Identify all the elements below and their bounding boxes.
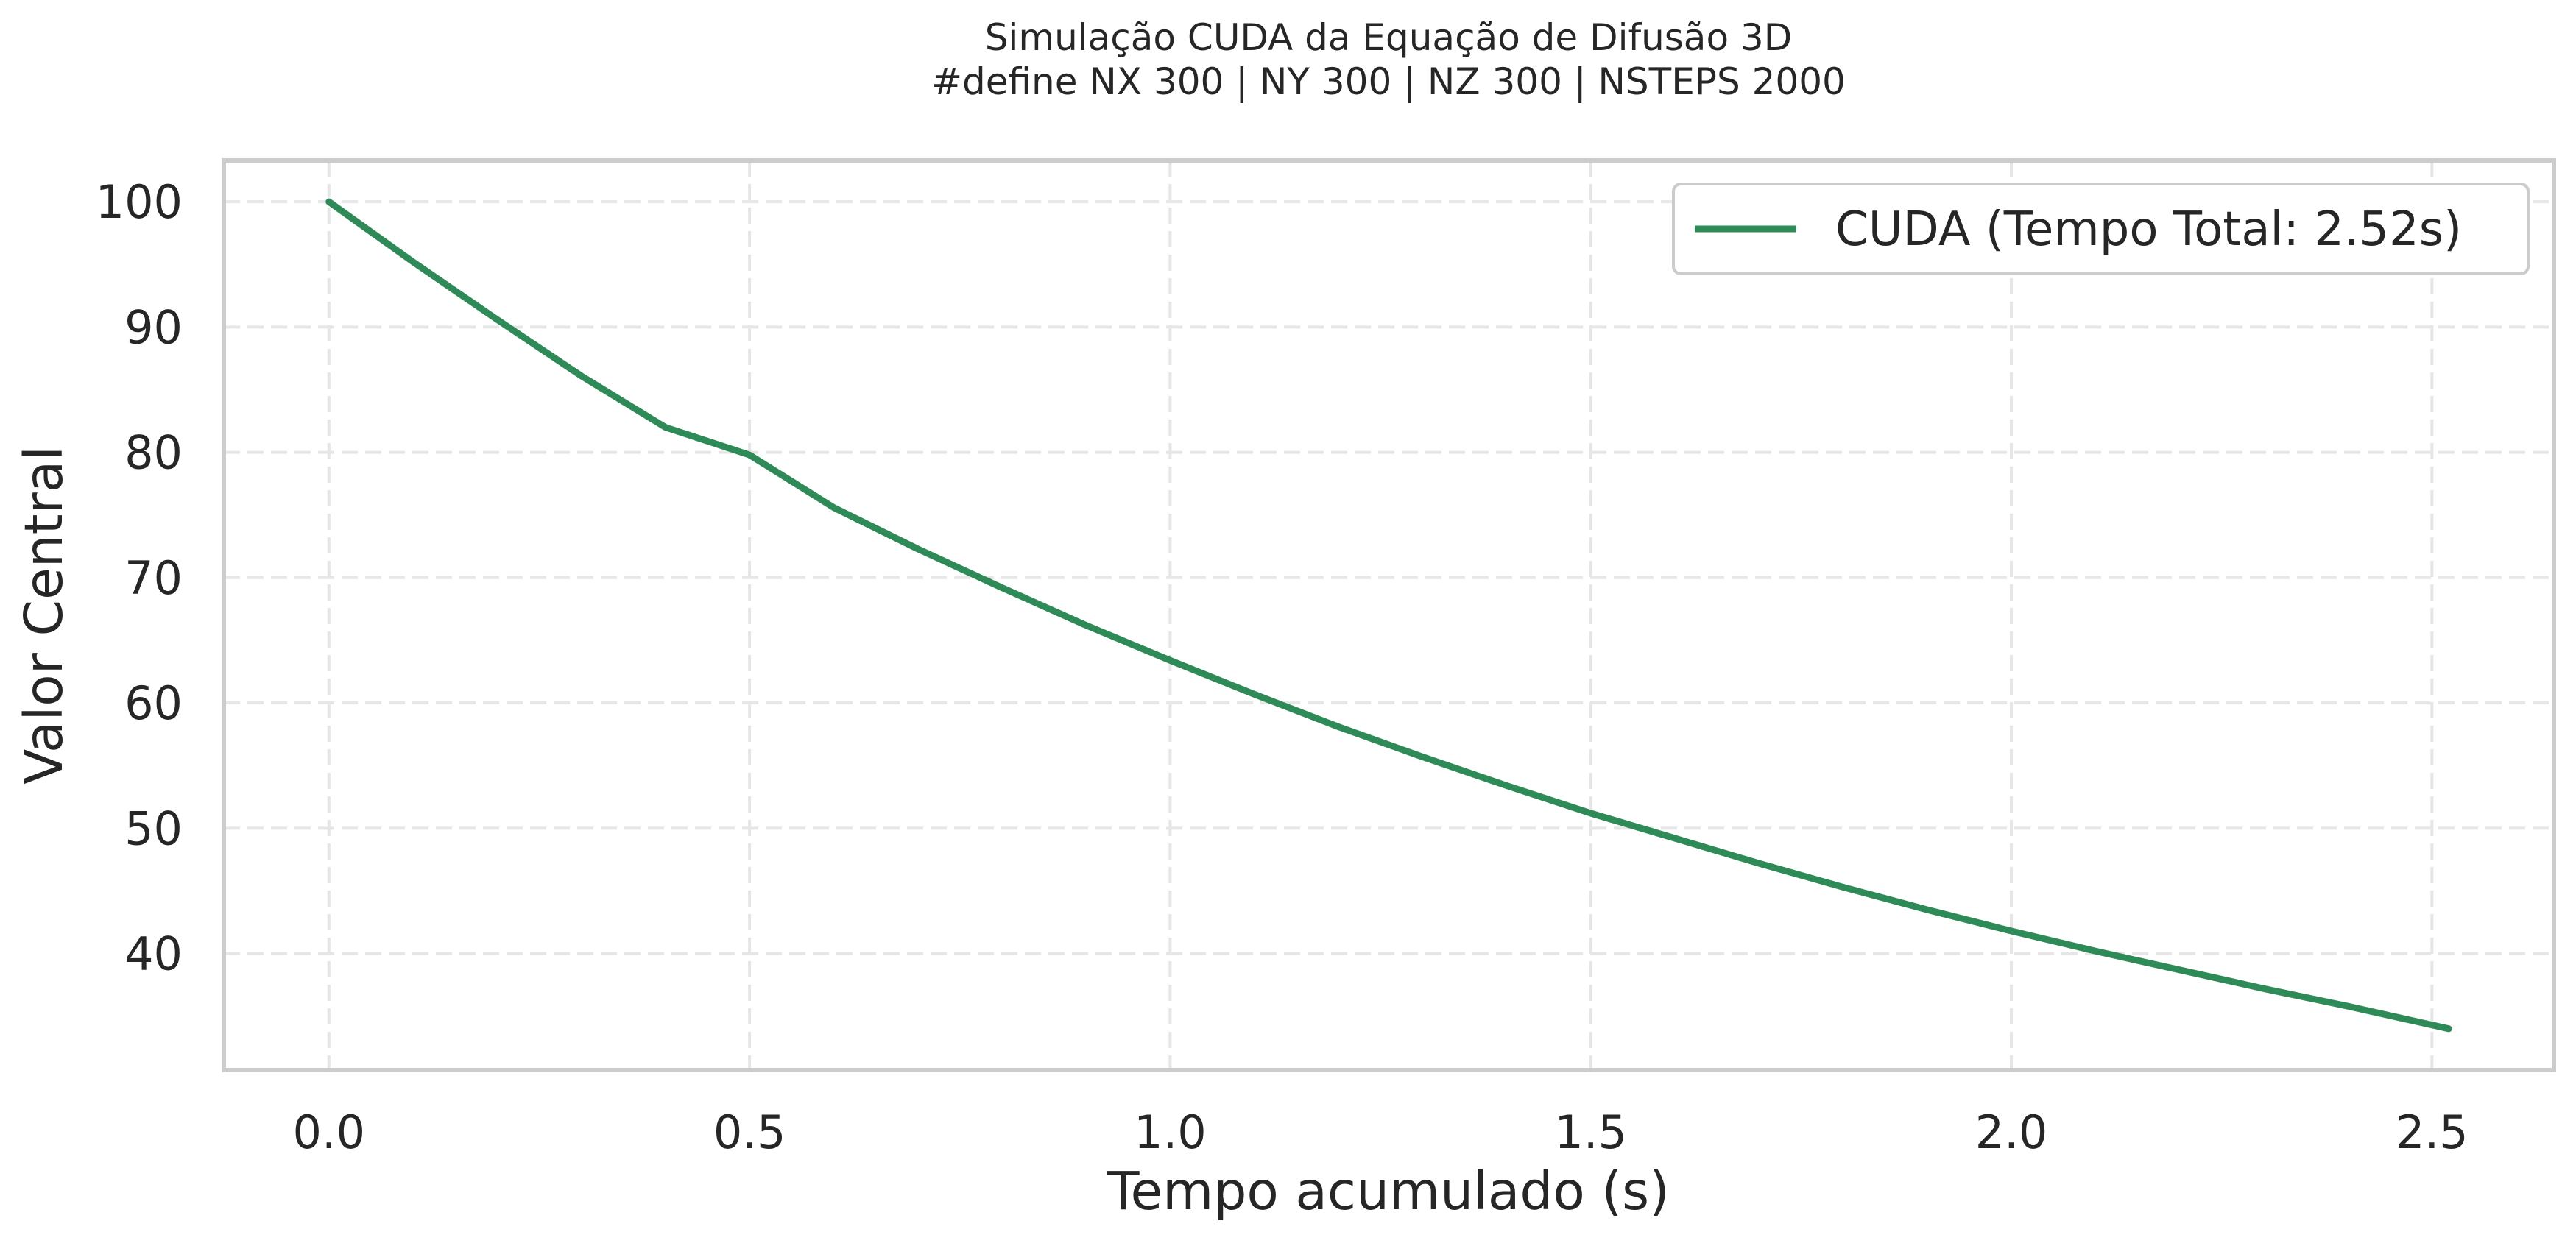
- legend: CUDA (Tempo Total: 2.52s): [1672, 183, 2530, 275]
- y-tick-label: 80: [124, 426, 183, 480]
- grid: [224, 160, 2554, 1070]
- legend-label: CUDA (Tempo Total: 2.52s): [1835, 202, 2462, 257]
- x-tick-label: 2.5: [2396, 1105, 2469, 1159]
- y-tick-label: 70: [124, 551, 183, 605]
- x-axis-label: Tempo acumulado (s): [1107, 1161, 1670, 1222]
- x-tick-label: 0.5: [713, 1105, 786, 1159]
- x-tick-label: 1.5: [1554, 1105, 1627, 1159]
- y-tick-label: 50: [124, 801, 183, 855]
- x-tick-label: 1.0: [1134, 1105, 1207, 1159]
- y-tick-label: 60: [124, 676, 183, 730]
- plot-frame: [222, 158, 2556, 1072]
- y-tick-label: 40: [124, 927, 183, 981]
- series-lines: [325, 198, 2452, 1033]
- y-tick-labels: 40 50 60 70 80 90 100: [96, 175, 183, 980]
- y-tick-label: 100: [96, 175, 183, 229]
- y-tick-label: 90: [124, 300, 183, 354]
- x-tick-label: 2.0: [1975, 1105, 2048, 1159]
- y-axis-label: Valor Central: [13, 446, 74, 785]
- series-line: [325, 198, 2452, 1033]
- chart-title: Simulação CUDA da Equação de Difusão 3D: [985, 16, 1793, 59]
- legend-box: [1672, 183, 2530, 275]
- chart-subtitle: #define NX 300 | NY 300 | NZ 300 | NSTEP…: [931, 60, 1846, 103]
- x-tick-label: 0.0: [293, 1105, 366, 1159]
- x-tick-labels: 0.0 0.5 1.0 1.5 2.0 2.5: [293, 1105, 2469, 1159]
